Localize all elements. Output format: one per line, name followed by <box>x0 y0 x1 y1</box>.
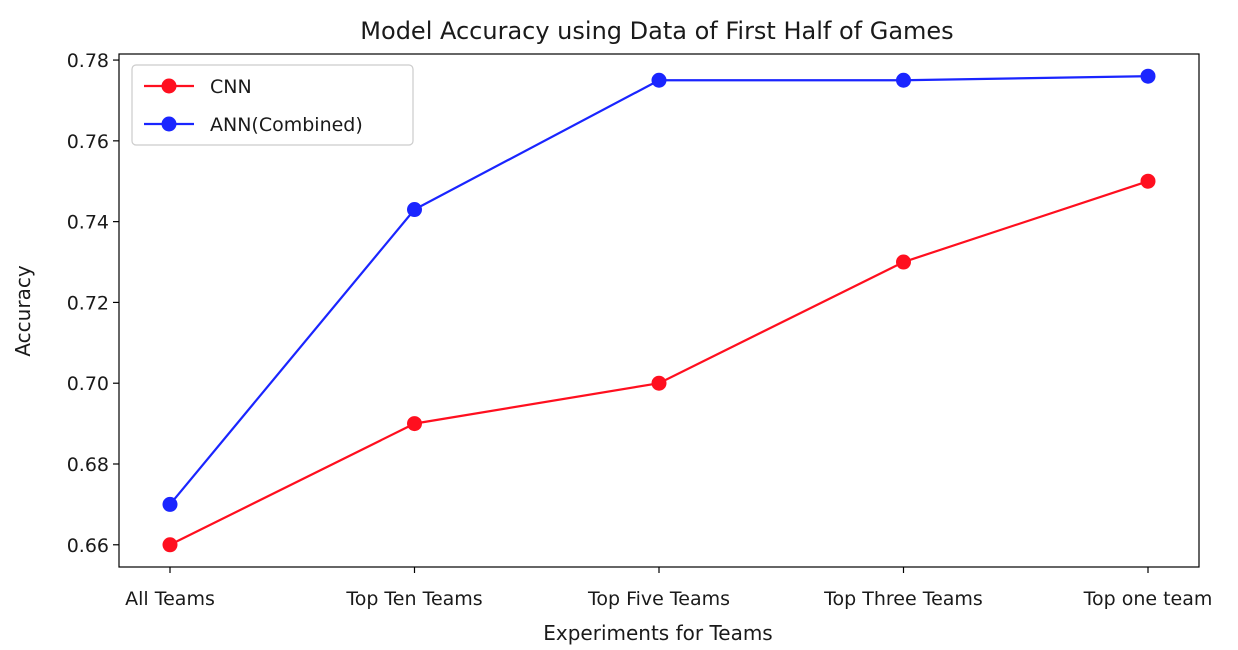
data-point <box>1140 68 1156 84</box>
y-tick-label: 0.66 <box>67 535 109 557</box>
x-tick-label: Top Three Teams <box>823 588 983 610</box>
series-line <box>169 180 1149 546</box>
x-tick-label: Top Five Teams <box>587 588 730 610</box>
y-tick-label: 0.76 <box>67 131 109 153</box>
x-axis: All Teams Top Ten Teams Top Five Teams Top … <box>125 567 1212 610</box>
series-layer <box>162 68 1156 553</box>
data-point <box>896 254 911 270</box>
x-tick-label: Top one team <box>1083 588 1213 610</box>
chart-title: Model Accuracy using Data of First Half … <box>360 17 953 45</box>
series-0 <box>162 173 1156 553</box>
legend: CNN ANN(Combined) <box>131 64 414 146</box>
data-point <box>651 375 667 391</box>
y-tick-label: 0.78 <box>67 50 109 72</box>
series-1 <box>162 68 1156 512</box>
x-tick-label: Top Ten Teams <box>345 588 482 610</box>
data-point <box>651 72 667 88</box>
data-point <box>896 72 911 88</box>
legend-label: ANN(Combined) <box>210 114 363 136</box>
x-tick-label: All Teams <box>125 588 215 610</box>
y-tick-label: 0.70 <box>67 373 109 395</box>
data-point <box>407 202 422 218</box>
y-axis-label: Accuracy <box>11 265 35 356</box>
plot-frame <box>118 53 1200 568</box>
data-point <box>1140 173 1156 189</box>
y-tick-label: 0.74 <box>67 212 109 234</box>
legend-marker <box>161 78 177 94</box>
legend-box <box>131 64 414 146</box>
legend-marker <box>161 116 177 132</box>
data-point <box>162 496 178 512</box>
y-axis: 0.66 0.68 0.70 0.72 0.74 0.76 0.78 <box>67 50 119 557</box>
data-point <box>407 416 422 432</box>
legend-label: CNN <box>210 76 252 98</box>
y-tick-label: 0.72 <box>67 292 109 314</box>
x-axis-label: Experiments for Teams <box>543 621 772 645</box>
y-tick-label: 0.68 <box>67 454 109 476</box>
data-point <box>162 537 178 553</box>
